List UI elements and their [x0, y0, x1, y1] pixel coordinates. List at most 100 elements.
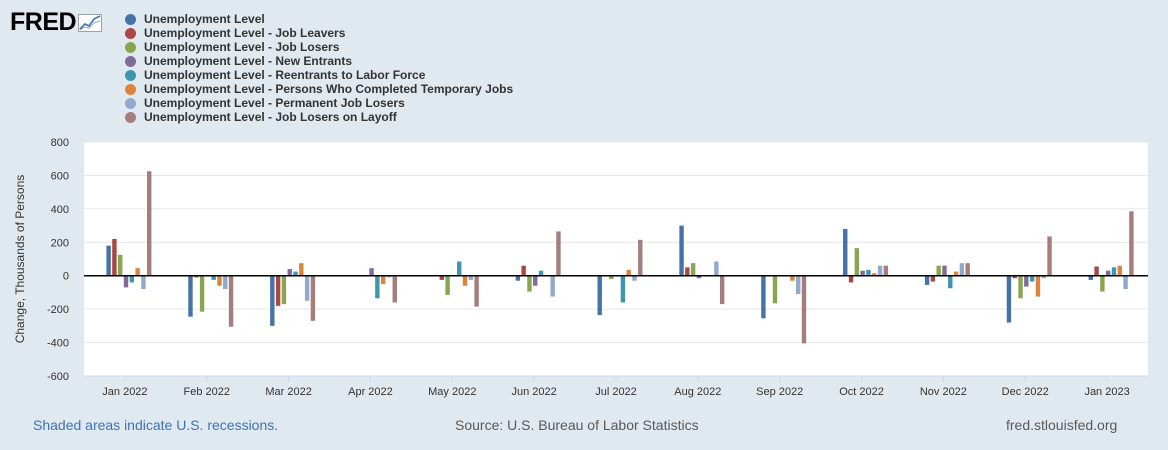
bar — [1094, 266, 1099, 276]
legend-label: Unemployment Level - Persons Who Complet… — [144, 82, 514, 96]
site-link[interactable]: fred.stlouisfed.org — [1006, 417, 1118, 433]
bar — [866, 269, 871, 276]
bar — [685, 267, 690, 276]
fred-logo[interactable]: FRED — [10, 8, 103, 37]
bar — [719, 275, 725, 305]
bar — [930, 275, 936, 282]
x-tick-label: May 2022 — [428, 386, 476, 398]
bar — [527, 275, 532, 292]
bar — [270, 275, 275, 326]
bar — [287, 269, 292, 276]
bar — [375, 275, 380, 299]
bar — [1029, 275, 1035, 282]
legend-item[interactable]: Unemployment Level — [125, 12, 513, 26]
bar — [965, 263, 970, 276]
x-tick-label: Aug 2022 — [674, 386, 721, 398]
bar — [281, 275, 287, 305]
legend-item[interactable]: Unemployment Level - Job Losers on Layof… — [125, 110, 513, 124]
bar — [457, 261, 462, 276]
bar — [293, 271, 298, 276]
bar — [1018, 275, 1023, 299]
bar — [959, 263, 965, 276]
bar — [1012, 275, 1017, 279]
bar — [299, 263, 304, 276]
bar — [1024, 275, 1029, 287]
bar — [679, 225, 684, 276]
bar — [761, 275, 766, 319]
x-tick-label: Nov 2022 — [920, 386, 967, 398]
fred-logo-text: FRED — [10, 8, 77, 36]
x-tick-label: Dec 2022 — [1002, 386, 1049, 398]
bar — [228, 275, 234, 327]
bar — [1123, 275, 1128, 290]
bar — [556, 231, 561, 276]
y-axis-label: Change, Thousands of Persons — [13, 175, 27, 344]
bar — [883, 265, 889, 276]
bar — [843, 228, 848, 276]
bar — [538, 270, 544, 276]
bar — [1041, 275, 1046, 279]
bar — [942, 265, 947, 276]
bar — [445, 275, 450, 295]
bar — [147, 171, 152, 276]
bar — [626, 269, 631, 276]
x-tick-label: Jan 2022 — [102, 386, 147, 398]
bar — [211, 275, 216, 280]
bar — [135, 268, 140, 276]
x-tick-label: Jun 2022 — [512, 386, 557, 398]
bar — [1088, 275, 1093, 280]
bar — [194, 275, 199, 278]
bar — [380, 275, 386, 285]
bar — [1035, 275, 1041, 297]
bar — [223, 275, 228, 290]
legend-item[interactable]: Unemployment Level - Reentrants to Labor… — [125, 68, 513, 82]
bar — [1047, 236, 1052, 276]
bar — [439, 275, 445, 280]
x-tick-label: Sep 2022 — [756, 386, 803, 398]
bar — [1100, 275, 1105, 292]
recessions-note: Shaded areas indicate U.S. recessions. — [33, 417, 279, 433]
bar — [1105, 270, 1111, 276]
legend-item[interactable]: Unemployment Level - New Entrants — [125, 54, 513, 68]
bar — [801, 275, 807, 344]
bar — [304, 275, 310, 301]
bar — [795, 275, 801, 295]
bar — [199, 275, 205, 312]
legend-label: Unemployment Level - Job Leavers — [144, 26, 346, 40]
bar — [550, 275, 555, 297]
bar — [632, 275, 637, 281]
bar — [854, 248, 860, 276]
bar — [790, 275, 795, 281]
bar — [1006, 275, 1012, 323]
legend-marker — [125, 13, 136, 25]
bar — [106, 245, 111, 276]
bar — [392, 275, 397, 303]
bar — [772, 275, 778, 304]
bar — [1117, 265, 1122, 276]
legend-label: Unemployment Level — [144, 12, 265, 26]
y-tick-label: -400 — [47, 338, 69, 350]
legend-label: Unemployment Level - Reentrants to Labor… — [144, 68, 426, 82]
legend-item[interactable]: Unemployment Level - Permanent Job Loser… — [125, 96, 513, 110]
bar — [112, 238, 117, 276]
bar — [936, 265, 941, 276]
x-tick-label: Oct 2022 — [839, 386, 884, 398]
bar — [533, 275, 538, 286]
bar — [123, 275, 129, 288]
bar — [924, 275, 930, 285]
legend-label: Unemployment Level - Job Losers — [144, 40, 340, 54]
y-tick-label: 200 — [51, 237, 69, 249]
bar — [129, 275, 135, 283]
legend-label: Unemployment Level - Job Losers on Layof… — [144, 110, 397, 124]
y-tick-label: 0 — [63, 271, 69, 283]
x-tick-label: Mar 2022 — [265, 386, 311, 398]
bar — [696, 275, 702, 279]
legend-marker — [125, 83, 136, 95]
legend-item[interactable]: Unemployment Level - Persons Who Complet… — [125, 82, 513, 96]
y-tick-label: 600 — [51, 170, 69, 182]
bar — [521, 265, 526, 276]
bar — [953, 271, 959, 276]
legend-item[interactable]: Unemployment Level - Job Leavers — [125, 26, 513, 40]
legend-item[interactable]: Unemployment Level - Job Losers — [125, 40, 513, 54]
legend-label: Unemployment Level - New Entrants — [144, 54, 353, 68]
